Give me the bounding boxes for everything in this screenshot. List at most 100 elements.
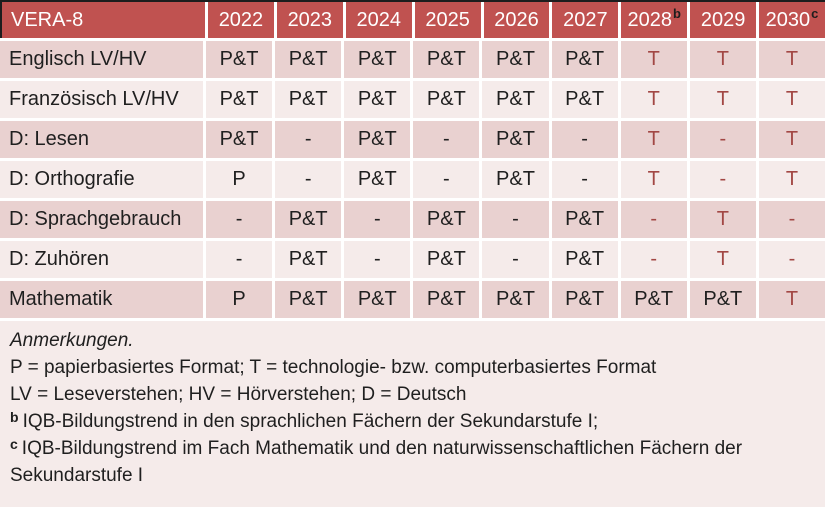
value-cell: P&T [206,121,273,158]
value-cell: P&T [275,201,342,238]
value-cell: - [689,161,756,198]
value-cell: T [758,81,825,118]
value-cell: P&T [551,281,618,318]
value-cell: T [620,121,687,158]
notes-lines: P = papierbasiertes Format; T = technolo… [10,354,815,489]
value-cell: T [620,41,687,78]
table-body: Englisch LV/HV P&T P&T P&T P&T P&T P&T T T T Franz… [0,41,825,318]
value-cell: P&T [551,81,618,118]
value-cell: T [689,241,756,278]
value-cell: - [620,241,687,278]
value-cell: - [206,241,273,278]
note-line: b IQB-Bildungstrend in den sprachlichen F… [10,408,815,435]
value-cell: - [275,121,342,158]
value-cell: P [206,161,273,198]
value-cell: P&T [275,281,342,318]
value-cell: P&T [413,201,480,238]
value-cell: P&T [206,41,273,78]
header-cell-year: 2024 [345,2,412,38]
value-cell: P&T [482,281,549,318]
value-cell: P&T [275,81,342,118]
value-cell: P&T [620,281,687,318]
value-cell: P&T [551,41,618,78]
value-cell: - [758,201,825,238]
note-text: IQB-Bildungstrend in den sprachlichen Fä… [22,411,599,432]
notes: Anmerkungen. P = papierbasiertes Format;… [0,321,825,507]
value-cell: P&T [206,81,273,118]
table-header-row: VERA-8 2022 2023 2024 2025 2026 2027 2028 b 2029… [2,2,825,38]
value-cell: T [689,41,756,78]
notes-heading: Anmerkungen. [10,330,134,351]
value-cell: - [275,161,342,198]
header-cell-year: 2026 [483,2,550,38]
value-cell: T [758,281,825,318]
value-cell: P&T [344,41,411,78]
note-text: LV = Leseverstehen; HV = Hörverstehen; D… [10,384,467,405]
header-year-label: 2026 [494,8,539,31]
table-header: VERA-8 2022 2023 2024 2025 2026 2027 2028 b 2029… [0,0,825,38]
note-text: IQB-Bildungstrend im Fach Mathematik und… [10,438,743,486]
value-cell: T [689,81,756,118]
row-label: D: Sprachgebrauch [0,201,203,238]
value-cell: P&T [482,81,549,118]
table-title: VERA-8 [11,8,84,31]
value-cell: - [482,241,549,278]
value-cell: P&T [689,281,756,318]
value-cell: - [413,161,480,198]
header-cell-year: 2022 [208,2,274,38]
header-cell-year: 2023 [276,2,343,38]
value-cell: - [344,241,411,278]
value-cell: P&T [482,41,549,78]
header-cell-title: VERA-8 [2,2,205,38]
header-year-label: 2022 [218,8,264,31]
note-line: LV = Leseverstehen; HV = Hörverstehen; D… [10,381,815,408]
value-cell: P&T [482,121,549,158]
value-cell: - [206,201,273,238]
header-year-label: 2024 [356,8,401,31]
row-label: Englisch LV/HV [0,41,203,78]
header-cell-year: 2029 [690,2,757,38]
header-cell-year: 2028 b [621,2,688,38]
value-cell: - [482,201,549,238]
value-cell: - [551,121,618,158]
header-year-label: 2023 [287,8,333,31]
value-cell: P&T [344,161,411,198]
value-cell: P&T [482,161,549,198]
header-footnote-marker: b [673,5,681,21]
value-cell: P&T [551,201,618,238]
note-text: P = papierbasiertes Format; T = technolo… [10,357,657,378]
footnote-marker: b [10,409,19,425]
note-line: P = papierbasiertes Format; T = technolo… [10,354,815,381]
value-cell: T [758,41,825,78]
header-year-label: 2025 [425,8,470,31]
row-label: D: Lesen [0,121,203,158]
value-cell: T [689,201,756,238]
value-cell: P&T [275,241,342,278]
header-year-label: 2028 [627,8,673,31]
value-cell: T [620,81,687,118]
value-cell: - [620,201,687,238]
row-label: D: Orthografie [0,161,203,198]
header-footnote-marker: c [811,5,819,21]
value-cell: P&T [275,41,342,78]
value-cell: - [344,201,411,238]
header-cell-year: 2025 [414,2,481,38]
value-cell: P&T [413,81,480,118]
value-cell: - [551,161,618,198]
value-cell: P&T [344,121,411,158]
value-cell: P&T [551,241,618,278]
value-cell: - [758,241,825,278]
footnote-marker: c [10,436,18,452]
value-cell: P [206,281,273,318]
header-year-label: 2029 [700,8,746,31]
value-cell: T [758,121,825,158]
header-year-label: 2027 [563,8,608,31]
value-cell: - [689,121,756,158]
row-label: Mathematik [0,281,203,318]
header-year-label: 2030 [765,8,811,31]
value-cell: - [413,121,480,158]
header-cell-year: 2030 c [759,2,825,38]
value-cell: P&T [344,281,411,318]
header-cell-year: 2027 [552,2,619,38]
